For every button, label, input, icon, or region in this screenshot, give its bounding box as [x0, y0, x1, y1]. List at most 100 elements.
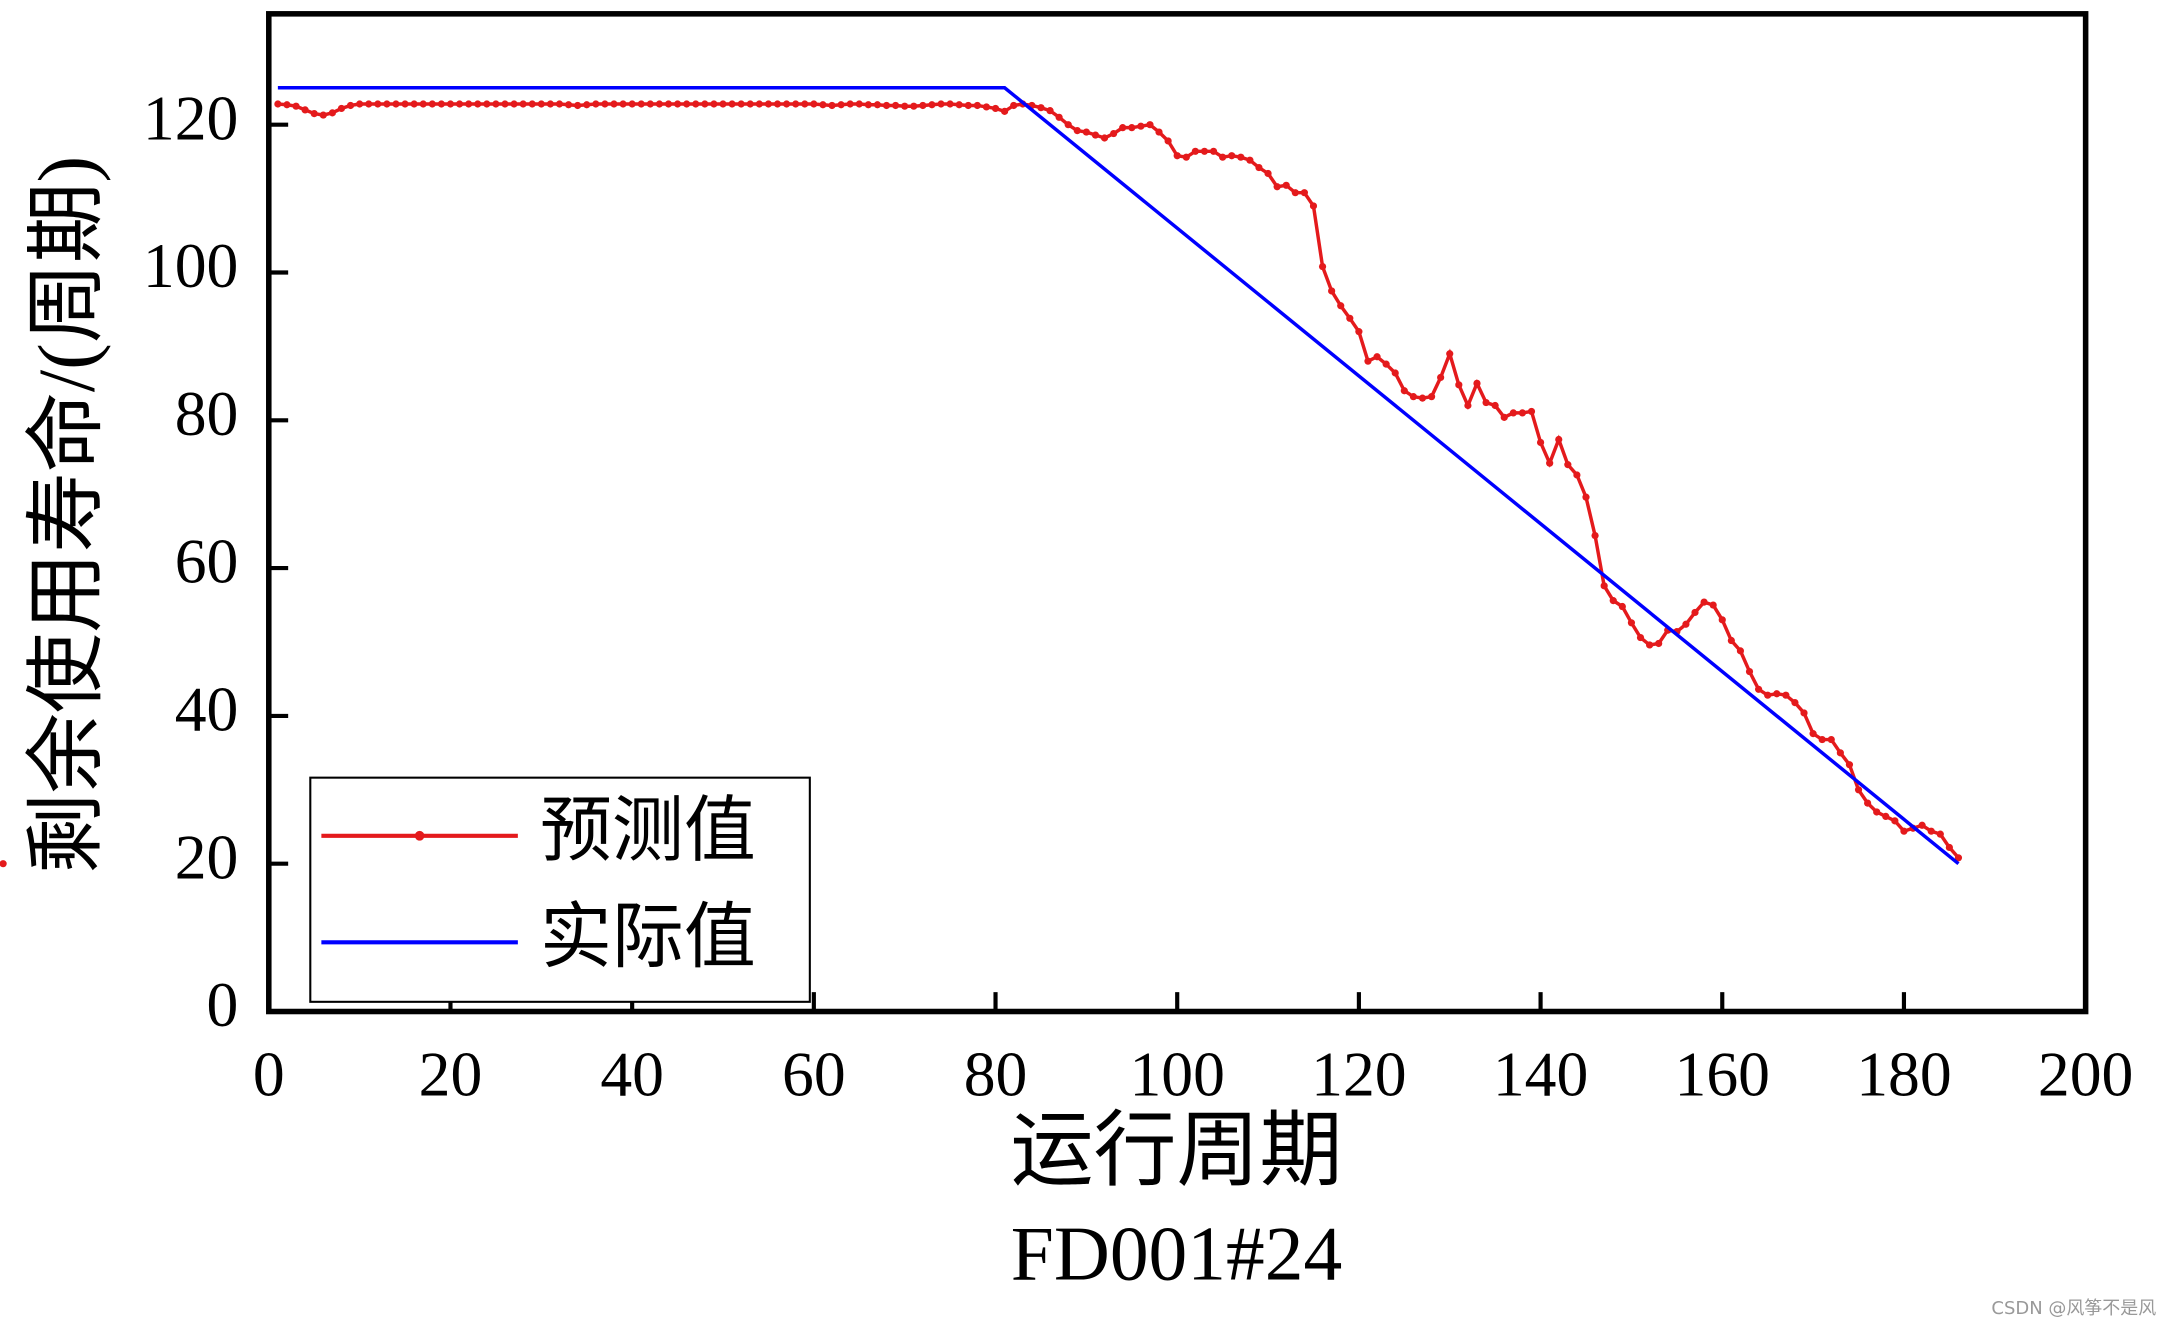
x-tick-label: 120: [1311, 1038, 1406, 1109]
data-point: [1282, 181, 1290, 189]
y-axis-title: 剩余使用寿命/(周期): [22, 156, 111, 874]
data-point: [1500, 413, 1508, 421]
x-tick-label: 20: [419, 1038, 483, 1109]
data-point: [855, 100, 863, 108]
data-point: [1264, 169, 1272, 178]
y-tick-label: 40: [175, 674, 239, 745]
data-point: [901, 102, 909, 110]
data-point: [846, 100, 854, 108]
legend-label: 实际值: [540, 898, 756, 978]
data-point: [356, 100, 364, 108]
data-point: [401, 100, 409, 108]
y-tick-label: 60: [175, 526, 239, 597]
data-point: [673, 100, 682, 108]
data-point: [555, 100, 564, 108]
data-point: [1573, 471, 1581, 479]
data-point: [919, 101, 927, 110]
data-point: [1745, 667, 1754, 676]
data-point: [1328, 287, 1336, 295]
data-point: [619, 100, 627, 108]
data-point: [928, 101, 936, 109]
data-point: [1564, 461, 1572, 469]
data-point: [601, 100, 609, 108]
data-point: [1237, 153, 1245, 161]
data-point: [1891, 817, 1899, 825]
data-point: [1709, 601, 1717, 609]
data-point: [1246, 156, 1254, 164]
data-point: [1827, 735, 1835, 744]
data-point: [1591, 531, 1599, 540]
data-point: [937, 100, 945, 108]
x-tick-label: 140: [1493, 1038, 1588, 1109]
data-point: [1627, 619, 1636, 627]
x-tick-label: 80: [964, 1038, 1028, 1109]
data-point: [1128, 124, 1136, 132]
data-point: [1010, 101, 1018, 110]
plot-frame: [266, 11, 2089, 1015]
data-point: [501, 100, 509, 108]
data-point: [1764, 691, 1772, 699]
data-point: [1546, 459, 1554, 467]
data-point: [319, 111, 327, 119]
x-tick-label: 100: [1129, 1038, 1224, 1109]
data-point: [1064, 121, 1072, 129]
data-point: [437, 100, 445, 108]
data-point: [1455, 381, 1463, 389]
data-point: [973, 101, 981, 110]
data-point: [1864, 799, 1872, 807]
data-point: [1509, 409, 1517, 417]
x-tick-label: 0: [253, 1038, 285, 1109]
data-point: [1364, 357, 1372, 365]
data-point: [1645, 641, 1654, 649]
data-point: [419, 100, 427, 108]
data-point: [1146, 121, 1154, 129]
legend-box: [309, 776, 811, 1003]
data-point: [637, 100, 645, 108]
data-point: [955, 101, 963, 109]
data-point: [1600, 582, 1608, 590]
data-point: [1954, 854, 1963, 862]
data-point: [1400, 387, 1408, 395]
data-point: [310, 110, 318, 118]
data-point: [301, 106, 309, 114]
data-point: [1927, 827, 1935, 835]
data-point: [1446, 350, 1454, 358]
data-point: [410, 100, 418, 108]
data-point: [664, 100, 673, 108]
data-point: [1100, 134, 1109, 142]
data-line: [277, 86, 1960, 866]
data-point: [392, 100, 400, 108]
y-tick-label: 100: [143, 230, 238, 301]
data-point: [1945, 843, 1953, 852]
data-point: [1536, 438, 1545, 447]
data-point: [1110, 129, 1118, 138]
data-point: [1736, 647, 1745, 655]
data-point: [782, 100, 791, 108]
data-point: [1873, 808, 1881, 816]
data-point: [446, 100, 455, 108]
x-tick-label: 200: [2038, 1038, 2133, 1109]
data-point: [1273, 183, 1281, 191]
data-point: [710, 100, 718, 108]
x-tick-label: 40: [600, 1038, 664, 1109]
data-point: [746, 100, 754, 108]
data-point: [1755, 685, 1763, 693]
data-point: [1337, 302, 1345, 310]
data-point: [583, 101, 591, 109]
data-point: [1655, 639, 1663, 648]
data-point: [864, 101, 872, 109]
data-point: [1318, 262, 1327, 271]
data-point: [1427, 393, 1436, 401]
watermark: CSDN @风筝不是风: [1991, 1298, 2156, 1319]
data-point: [628, 100, 636, 108]
data-point: [283, 101, 291, 109]
x-tick-label: 180: [1856, 1038, 1951, 1109]
data-point: [810, 100, 818, 108]
data-point: [528, 100, 536, 108]
y-tick-label: 20: [175, 821, 239, 892]
data-point: [1582, 493, 1590, 501]
data-point: [592, 100, 600, 108]
data-point: [1046, 107, 1054, 115]
data-point: [982, 103, 991, 111]
data-point: [1482, 398, 1490, 407]
